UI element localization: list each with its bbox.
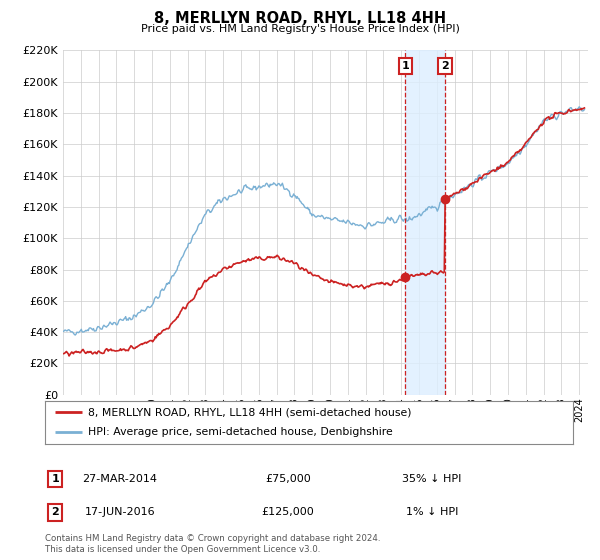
Text: 2: 2 xyxy=(52,507,59,517)
Text: 2: 2 xyxy=(441,61,449,71)
Text: Price paid vs. HM Land Registry's House Price Index (HPI): Price paid vs. HM Land Registry's House … xyxy=(140,24,460,34)
Text: £75,000: £75,000 xyxy=(265,474,311,484)
Text: 1: 1 xyxy=(52,474,59,484)
Text: This data is licensed under the Open Government Licence v3.0.: This data is licensed under the Open Gov… xyxy=(45,545,320,554)
Text: 1% ↓ HPI: 1% ↓ HPI xyxy=(406,507,458,517)
Text: Contains HM Land Registry data © Crown copyright and database right 2024.: Contains HM Land Registry data © Crown c… xyxy=(45,534,380,543)
Text: 1: 1 xyxy=(401,61,409,71)
Text: £125,000: £125,000 xyxy=(262,507,314,517)
Text: 8, MERLLYN ROAD, RHYL, LL18 4HH: 8, MERLLYN ROAD, RHYL, LL18 4HH xyxy=(154,11,446,26)
Bar xyxy=(405,50,445,395)
Text: HPI: Average price, semi-detached house, Denbighshire: HPI: Average price, semi-detached house,… xyxy=(88,427,393,437)
Text: 17-JUN-2016: 17-JUN-2016 xyxy=(85,507,155,517)
Text: 35% ↓ HPI: 35% ↓ HPI xyxy=(403,474,461,484)
Text: 8, MERLLYN ROAD, RHYL, LL18 4HH (semi-detached house): 8, MERLLYN ROAD, RHYL, LL18 4HH (semi-de… xyxy=(88,408,412,417)
Text: 27-MAR-2014: 27-MAR-2014 xyxy=(83,474,157,484)
